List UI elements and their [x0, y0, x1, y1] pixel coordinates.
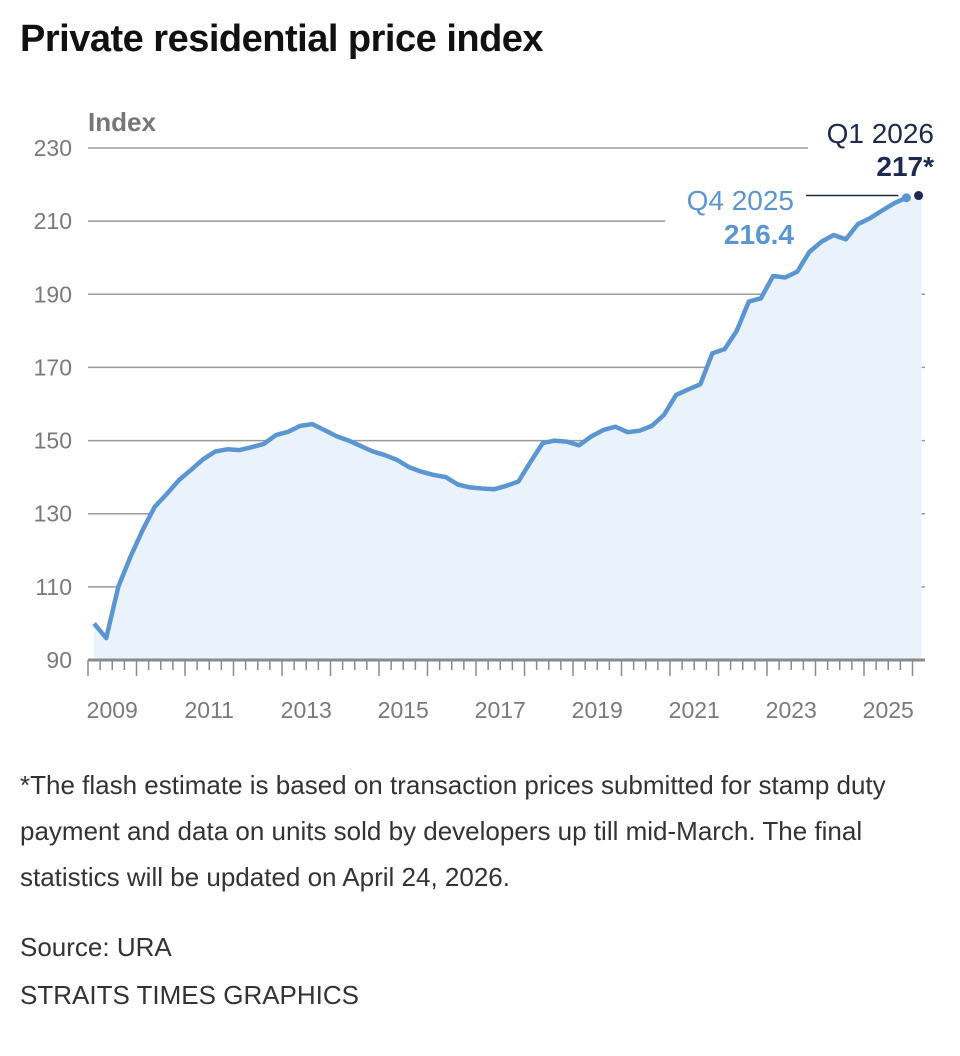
y-tick-label: 170	[34, 354, 72, 380]
y-tick-label: 90	[46, 647, 72, 673]
q4-2025-label: Q4 2025	[687, 185, 794, 216]
y-tick-label: 130	[34, 501, 72, 527]
x-tick-label: 2017	[475, 697, 526, 723]
y-tick-label: 110	[35, 574, 72, 600]
x-tick-label: 2009	[87, 697, 138, 723]
x-tick-label: 2021	[669, 697, 720, 723]
y-axis-title: Index	[88, 107, 156, 137]
x-axis: 2009 2011 2013 2015 2017 2019 2021 2023 2025	[87, 658, 925, 723]
series-line	[92, 195, 908, 641]
x-tick-label: 2019	[572, 697, 623, 723]
q1-2026-flash-point	[914, 191, 924, 201]
source: Source: URA	[20, 932, 172, 962]
y-tick-label: 210	[34, 208, 72, 234]
q4-2025-value: 216.4	[724, 219, 794, 250]
y-tick-label: 190	[34, 281, 72, 307]
credit: STRAITS TIMES GRAPHICS	[20, 980, 360, 1010]
y-axis-labels: 90 110 130 150 170 190 210 230	[34, 135, 72, 673]
x-tick-label: 2015	[378, 697, 429, 723]
x-tick-label: 2011	[185, 697, 234, 723]
y-tick-label: 150	[34, 428, 72, 454]
q1-2026-value: 217*	[876, 151, 934, 182]
area-fill	[94, 195, 922, 661]
q4-2025-point	[901, 193, 911, 203]
y-tick-label: 230	[34, 135, 72, 161]
x-tick-label: 2025	[863, 697, 914, 723]
x-tick-label: 2013	[281, 697, 332, 723]
chart-title: Private residential price index	[20, 18, 544, 60]
x-tick-label: 2023	[766, 697, 817, 723]
q1-2026-label: Q1 2026	[827, 118, 934, 149]
footnote: *The flash estimate is based on transact…	[20, 770, 886, 892]
